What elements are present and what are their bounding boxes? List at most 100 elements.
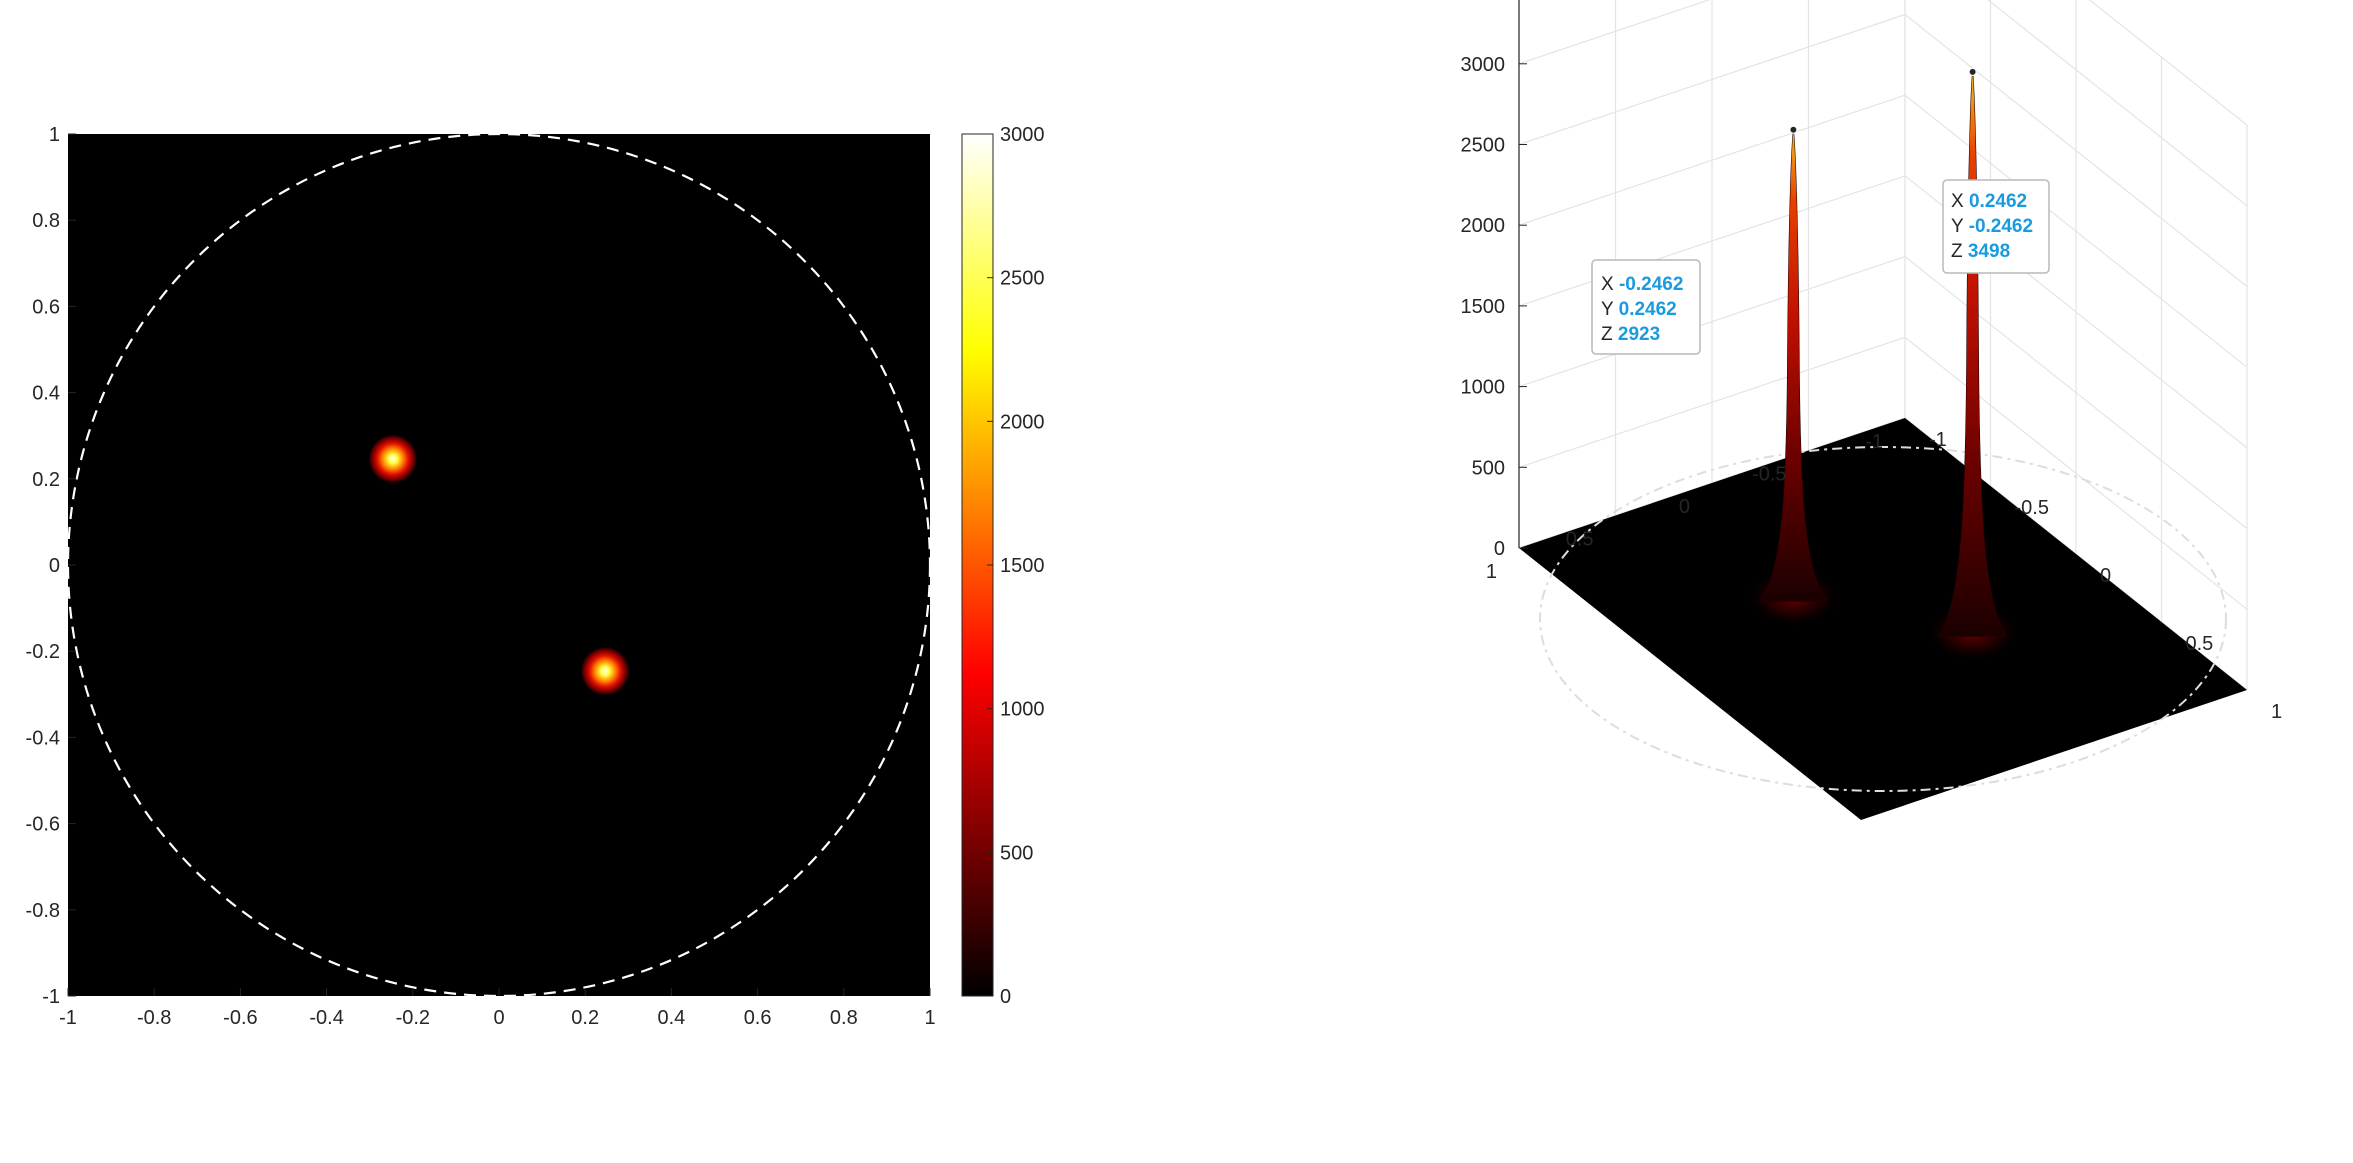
heatmap-y-tick-label: -0.4 [26,727,60,749]
datatip-z-value: 3498 [1968,241,2010,262]
colorbar-tick-label: 3000 [1000,124,1045,146]
datatip-box [1942,179,2050,274]
heatmap-x-tick-label: 0.8 [830,1007,858,1029]
heatmap-x-tick-label: 0.6 [744,1007,772,1029]
heatmap-x-tick-label: 0.2 [571,1007,599,1029]
surface-z-tick-label: 2000 [1461,215,1506,237]
datatip-z-label: Z [1601,324,1613,345]
heatmap-x-tick-label: -0.2 [396,1007,430,1029]
heatmap-x-tick-label: 1 [924,1007,935,1029]
svg-text:Y 0.2462: Y 0.2462 [1601,299,1677,320]
surface-z-tick-label: 2500 [1461,135,1506,157]
heatmap-x-tick-label: -0.4 [309,1007,343,1029]
surface-y-tick-label: 0.5 [1566,529,1594,551]
datatip-z-label: Z [1951,241,1963,262]
heatmap-peak-spot [580,646,631,697]
heatmap-y-tick-label: 1 [49,124,60,146]
heatmap-y-tick-label: 0.8 [32,210,60,232]
surface-grid-line [1518,175,1906,307]
datatip-y-value: -0.2462 [1969,216,2033,237]
heatmap-plot-area [68,134,930,996]
surface-grid-line [1904,256,2248,530]
heatmap-y-tick-label: 0.4 [32,383,60,405]
heatmap-boundary-circle [66,132,932,998]
heatmap-axes: -1 -0.8 -0.6 -0.4 -0.2 0 0.2 0.4 0.6 0.8 1 1 0.8 0.6… [26,124,936,1029]
heatmap-y-tick-label: 0.6 [32,296,60,318]
heatmap-x-tick-label: -0.6 [223,1007,257,1029]
datatip-x-value: 0.2462 [1969,191,2027,212]
surface-grid-line [1518,94,1906,226]
datatip-box [1591,259,1701,355]
surface-z-tick-label: 500 [1472,457,1505,479]
surface-y-tick-label: -0.5 [1752,464,1786,486]
surface-grid-line [1518,256,1906,388]
heatmap-x-tick-label: -1 [59,1007,77,1029]
datatip-y-label: Y [1951,216,1964,237]
surface-x-tick-label: 0.5 [2186,633,2214,655]
surface-x-ticks: -1 -0.5 0 0.5 1 [1929,429,2282,723]
colorbar: 3000 2500 2000 1500 1000 500 0 [961,124,1045,1008]
heatmap-spots [367,433,631,697]
heatmap-x-tick-label: 0.4 [657,1007,685,1029]
colorbar-tick-label: 500 [1000,842,1033,864]
heatmap-peak-spot [367,433,418,484]
surface-z-tick-label: 3000 [1461,54,1506,76]
svg-text:X 0.2462: X 0.2462 [1951,191,2027,212]
surface-z-tick-label: 1000 [1461,377,1506,399]
surface-grid-line [1518,336,1906,468]
datatip-x-label: X [1601,274,1614,295]
datatip-peak-2[interactable]: X 0.2462 Y -0.2462 Z 3498 [1942,179,2050,274]
heatmap-x-tick-label: 0 [493,1007,504,1029]
surface-y-tick-label: 0 [1679,496,1690,518]
surface-grid-line [1904,94,2248,368]
surface-x-tick-label: 0 [2100,565,2111,587]
heatmap-y-ticks: 1 0.8 0.6 0.4 0.2 0 -0.2 -0.4 -0.6 -0.8 -1 [26,124,76,1008]
heatmap-y-tick-label: -0.8 [26,900,60,922]
surface-floor [1519,418,2247,820]
surface-x-tick-label: -1 [1929,429,1947,451]
heatmap-y-tick-label: -1 [42,986,60,1008]
heatmap-x-tick-label: -0.8 [137,1007,171,1029]
heatmap-y-tick-label: 0 [49,555,60,577]
datatip-x-value: -0.2462 [1619,274,1683,295]
heatmap-y-tick-label: 0.2 [32,469,60,491]
colorbar-tick-label: 1000 [1000,699,1045,721]
datatip-z-value: 2923 [1618,324,1660,345]
surface-peak-marker [1968,67,1977,76]
colorbar-tick-label: 0 [1000,986,1011,1008]
surface-z-tick-label: 1500 [1461,296,1506,318]
surface-grid-line [1518,0,1711,65]
surface-boundary-circle [1539,446,2227,792]
heatmap-x-ticks: -1 -0.8 -0.6 -0.4 -0.2 0 0.2 0.4 0.6 0.8 1 [59,988,936,1029]
surface-y-tick-label: -1 [1865,431,1883,453]
surface-peak-marker [1789,125,1798,134]
heatmap-y-tick-label: -0.2 [26,641,60,663]
surface-grid-line [1518,13,1906,146]
surface-x-tick-label: 1 [2271,701,2282,723]
colorbar-tick-label: 2000 [1000,411,1045,433]
surface-peaks [1745,67,2021,663]
surface-grid-line [1904,14,2248,287]
surface-y-ticks: -1 -0.5 0 0.5 1 [1486,431,1883,583]
surface-z-tick-label: 0 [1494,538,1505,560]
datatip-x-label: X [1951,191,1964,212]
datatip-y-value: 0.2462 [1619,299,1677,320]
svg-text:Y -0.2462: Y -0.2462 [1951,216,2033,237]
heatmap-y-tick-label: -0.6 [26,814,60,836]
datatip-peak-1[interactable]: X -0.2462 Y 0.2462 Z 2923 [1591,259,1701,355]
surface-grid [1518,0,2248,691]
colorbar-ticks: 3000 2500 2000 1500 1000 500 0 [987,124,1045,1008]
surface-grid-line [1904,336,2248,610]
surface-y-tick-label: 1 [1486,561,1497,583]
surface-x-tick-label: -0.5 [2015,497,2049,519]
svg-text:Z 2923: Z 2923 [1601,324,1660,345]
svg-text:Z 3498: Z 3498 [1951,241,2010,262]
colorbar-tick-label: 1500 [1000,555,1045,577]
surface-z-ticks: 3000 2500 2000 1500 1000 500 0 [1461,54,1527,560]
datatip-y-label: Y [1601,299,1614,320]
colorbar-tick-label: 2500 [1000,268,1045,290]
svg-text:X -0.2462: X -0.2462 [1601,274,1683,295]
surface-grid-line [2088,0,2248,126]
